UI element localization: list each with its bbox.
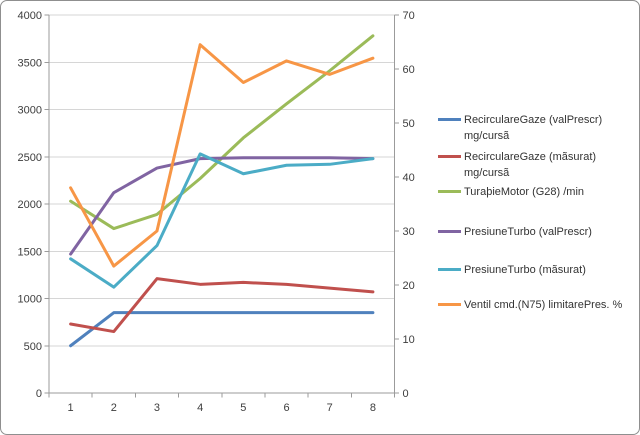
svg-text:2500: 2500 [18, 152, 42, 164]
legend-label: PresiuneTurbo (valPrescr) [464, 226, 592, 238]
svg-text:50: 50 [403, 118, 415, 130]
svg-text:2000: 2000 [18, 199, 42, 211]
svg-text:5: 5 [240, 402, 246, 414]
svg-text:2: 2 [111, 402, 117, 414]
legend-line-marker [438, 118, 461, 121]
svg-text:3500: 3500 [18, 57, 42, 69]
svg-text:8: 8 [370, 402, 376, 414]
legend-label: Ventil cmd.(N75) limitarePres. % [464, 299, 623, 311]
legend-line-marker [438, 155, 461, 158]
svg-text:40: 40 [403, 172, 415, 184]
legend-label: TuraþieMotor (G28) /min [464, 186, 585, 198]
legend-label-line2: mg/cursã [464, 167, 510, 179]
svg-text:10: 10 [403, 334, 415, 346]
chart-legend: RecirculareGaze (valPrescr) mg/cursã Rec… [438, 1, 638, 434]
svg-text:1000: 1000 [18, 294, 42, 306]
svg-text:4000: 4000 [18, 10, 42, 22]
svg-text:60: 60 [403, 64, 415, 76]
svg-text:7: 7 [327, 402, 333, 414]
svg-text:1: 1 [68, 402, 74, 414]
legend-item-presiune-turbo-valprescr: PresiuneTurbo (valPrescr) [438, 224, 592, 240]
legend-item-turatie-motor: TuraþieMotor (G28) /min [438, 184, 584, 200]
svg-text:6: 6 [283, 402, 289, 414]
legend-label: RecirculareGaze (mãsurat) [464, 151, 597, 163]
svg-text:0: 0 [36, 388, 42, 400]
svg-text:70: 70 [403, 10, 415, 22]
legend-label: RecirculareGaze (valPrescr) [464, 114, 603, 126]
legend-label-line2: mg/cursã [464, 130, 510, 142]
legend-line-marker [438, 268, 461, 271]
legend-item-recirculare-gaze-valprescr: RecirculareGaze (valPrescr) mg/cursã [438, 112, 602, 144]
legend-line-marker [438, 230, 461, 233]
legend-item-ventil-n75: Ventil cmd.(N75) limitarePres. % [438, 297, 622, 313]
svg-text:3000: 3000 [18, 105, 42, 117]
svg-text:20: 20 [403, 280, 415, 292]
svg-text:3: 3 [154, 402, 160, 414]
svg-text:4: 4 [197, 402, 203, 414]
legend-label: PresiuneTurbo (mãsurat) [464, 264, 586, 276]
svg-text:1500: 1500 [18, 246, 42, 258]
legend-item-recirculare-gaze-masurat: RecirculareGaze (mãsurat) mg/cursã [438, 149, 596, 181]
svg-text:0: 0 [403, 388, 409, 400]
legend-item-presiune-turbo-masurat: PresiuneTurbo (mãsurat) [438, 262, 586, 278]
svg-text:30: 30 [403, 226, 415, 238]
svg-text:500: 500 [24, 341, 42, 353]
legend-line-marker [438, 190, 461, 193]
legend-line-marker [438, 303, 461, 306]
